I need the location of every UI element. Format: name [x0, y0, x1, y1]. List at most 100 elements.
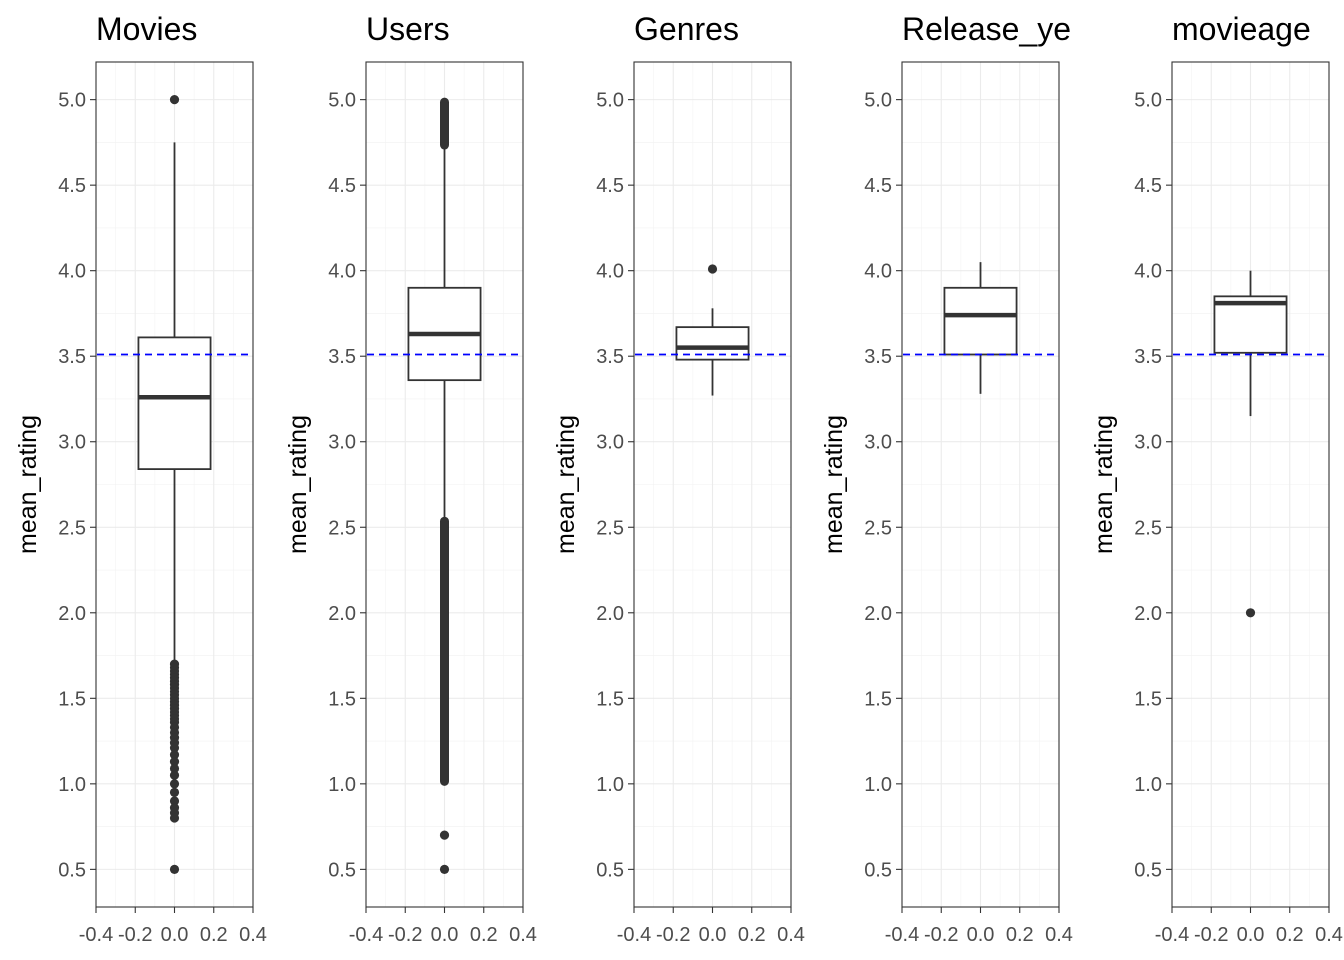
y-tick-label: 2.0 — [328, 603, 356, 625]
x-tick-label: -0.2 — [118, 924, 152, 946]
x-tick-label: 0.4 — [1315, 924, 1343, 946]
outlier-point — [169, 743, 180, 753]
y-tick-label: 2.0 — [864, 603, 892, 625]
y-tick-label: 2.0 — [596, 603, 624, 625]
y-tick-label: 3.5 — [1134, 346, 1162, 368]
x-tick-label: -0.4 — [617, 924, 651, 946]
y-tick-label: 2.5 — [596, 517, 624, 539]
x-tick-label: 0.4 — [777, 924, 805, 946]
panel-title: Genres — [634, 11, 739, 47]
y-tick-label: 4.0 — [596, 261, 624, 283]
y-tick-label: 1.5 — [1134, 688, 1162, 710]
y-tick-label: 4.0 — [328, 261, 356, 283]
x-tick-label: -0.2 — [388, 924, 422, 946]
outlier-point — [707, 264, 718, 274]
x-tick-label: -0.4 — [885, 924, 919, 946]
y-tick-label: 4.0 — [1134, 261, 1162, 283]
y-tick-label: 4.5 — [328, 175, 356, 197]
y-tick-label: 2.5 — [328, 517, 356, 539]
outlier-point — [439, 830, 450, 840]
x-tick-label: 0.4 — [1045, 924, 1073, 946]
y-tick-label: 1.0 — [864, 774, 892, 796]
x-tick-label: 0.0 — [161, 924, 189, 946]
outlier-point — [169, 95, 180, 105]
y-axis-label: mean_rating — [14, 415, 42, 554]
outlier-point — [169, 787, 180, 797]
y-tick-label: 2.5 — [58, 517, 86, 539]
y-tick-label: 0.5 — [864, 859, 892, 881]
x-tick-label: 0.0 — [699, 924, 727, 946]
outlier-point — [169, 750, 180, 760]
y-tick-label: 3.0 — [596, 432, 624, 454]
panel-0: Movies mean_rating 0.5 1.0 1.5 2.0 2.5 3.0 3.5 4.… — [14, 11, 267, 946]
y-tick-label: 4.0 — [864, 261, 892, 283]
y-tick-label: 0.5 — [58, 859, 86, 881]
y-tick-label: 1.5 — [864, 688, 892, 710]
outlier-point — [1245, 608, 1256, 618]
y-tick-label: 5.0 — [328, 90, 356, 112]
panel-title: Release_ye — [902, 11, 1071, 47]
outlier-range — [440, 97, 449, 150]
x-tick-label: -0.4 — [349, 924, 383, 946]
y-tick-label: 3.0 — [328, 432, 356, 454]
panel-title: Users — [366, 11, 450, 47]
x-tick-label: -0.2 — [656, 924, 690, 946]
x-tick-label: -0.2 — [1194, 924, 1228, 946]
y-tick-label: 3.0 — [864, 432, 892, 454]
panel-4: movieage mean_rating 0.5 1.0 1.5 2.0 2.5 3.0 3.5… — [1090, 11, 1343, 946]
x-tick-label: 0.4 — [509, 924, 537, 946]
panel-3: Release_ye mean_rating 0.5 1.0 1.5 2.0 2.5 3.0 3… — [820, 11, 1073, 946]
y-axis-label: mean_rating — [284, 415, 312, 554]
y-tick-label: 5.0 — [596, 90, 624, 112]
y-tick-label: 1.5 — [58, 688, 86, 710]
x-tick-label: 0.2 — [200, 924, 228, 946]
x-tick-label: -0.4 — [1155, 924, 1189, 946]
y-tick-label: 0.5 — [328, 859, 356, 881]
outlier-point — [169, 770, 180, 780]
y-tick-label: 1.0 — [1134, 774, 1162, 796]
outlier-point — [169, 864, 180, 874]
outlier-point — [169, 779, 180, 789]
box-iqr — [943, 286, 1018, 356]
y-tick-label: 1.5 — [328, 688, 356, 710]
outlier-point — [169, 763, 180, 774]
x-tick-label: 0.2 — [1006, 924, 1034, 946]
x-tick-label: 0.2 — [1276, 924, 1304, 946]
y-tick-label: 2.0 — [1134, 603, 1162, 625]
y-tick-label: 4.5 — [596, 175, 624, 197]
y-axis-label: mean_rating — [820, 415, 848, 554]
y-tick-label: 3.0 — [1134, 432, 1162, 454]
y-tick-label: 3.0 — [58, 432, 86, 454]
x-tick-label: 0.0 — [1237, 924, 1265, 946]
x-tick-label: -0.2 — [924, 924, 958, 946]
x-tick-label: -0.4 — [79, 924, 113, 946]
y-tick-label: 2.5 — [1134, 517, 1162, 539]
panel-1: Users mean_rating 0.5 1.0 1.5 2.0 2.5 3.0 3.5 4.0… — [284, 11, 537, 946]
y-tick-label: 0.5 — [1134, 859, 1162, 881]
y-tick-label: 2.0 — [58, 603, 86, 625]
x-tick-label: 0.4 — [239, 924, 267, 946]
y-tick-label: 4.0 — [58, 261, 86, 283]
x-tick-label: 0.0 — [967, 924, 995, 946]
y-tick-label: 4.5 — [864, 175, 892, 197]
y-tick-label: 3.5 — [864, 346, 892, 368]
y-tick-label: 4.5 — [1134, 175, 1162, 197]
y-tick-label: 1.0 — [596, 774, 624, 796]
outlier-point — [439, 864, 450, 874]
y-tick-label: 3.5 — [58, 346, 86, 368]
outlier-point — [169, 796, 180, 806]
y-tick-label: 1.0 — [58, 774, 86, 796]
outlier-point — [169, 757, 180, 767]
y-tick-label: 3.5 — [328, 346, 356, 368]
outlier-range — [440, 516, 449, 786]
y-tick-label: 5.0 — [58, 90, 86, 112]
y-tick-label: 3.5 — [596, 346, 624, 368]
y-axis-label: mean_rating — [1090, 415, 1118, 554]
y-tick-label: 1.0 — [328, 774, 356, 796]
y-tick-label: 0.5 — [596, 859, 624, 881]
x-tick-label: 0.2 — [738, 924, 766, 946]
y-tick-label: 2.5 — [864, 517, 892, 539]
y-axis-label: mean_rating — [552, 415, 580, 554]
y-tick-label: 4.5 — [58, 175, 86, 197]
